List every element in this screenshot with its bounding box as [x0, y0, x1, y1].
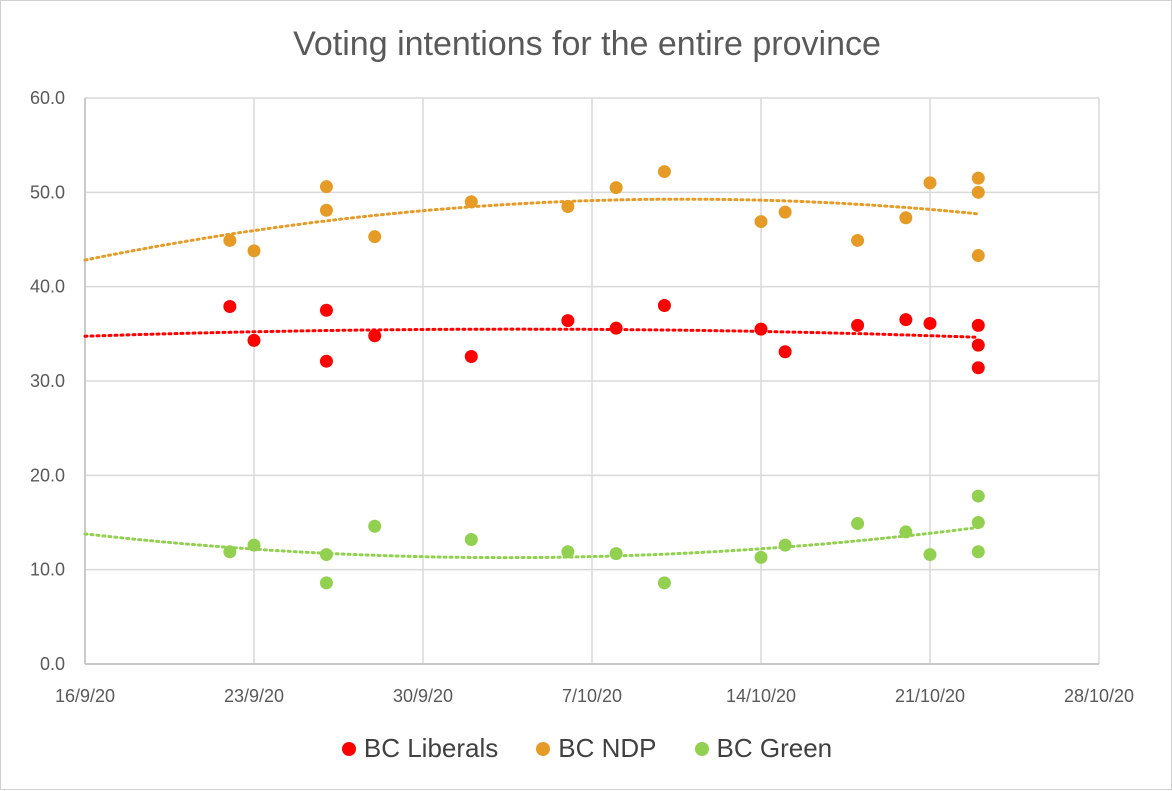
- data-point: [923, 316, 937, 330]
- legend-item: BC Green: [694, 733, 833, 764]
- x-tick-label: 28/10/20: [1064, 686, 1134, 706]
- data-point: [971, 171, 985, 185]
- gridlines: [84, 97, 1100, 665]
- x-tick-label: 7/10/20: [562, 686, 622, 706]
- data-point: [754, 322, 768, 336]
- legend-label: BC Green: [716, 733, 833, 763]
- data-point: [851, 318, 865, 332]
- axes: 0.0 10.0 20.0 30.0 40.0 50.0 60.0 16/9/20 23/9/2…: [30, 88, 1134, 706]
- legend-item: BC NDP: [536, 733, 657, 764]
- data-point: [319, 548, 333, 562]
- y-tick-label: 50.0: [30, 182, 65, 202]
- data-point: [368, 519, 382, 533]
- y-tick-label: 20.0: [30, 465, 65, 485]
- y-tick-label: 60.0: [30, 88, 65, 108]
- data-point: [899, 525, 913, 539]
- data-point: [223, 299, 237, 313]
- data-point: [778, 345, 792, 359]
- data-point: [754, 550, 768, 564]
- chart-title: Voting intentions for the entire provinc…: [293, 25, 881, 63]
- data-point: [464, 195, 478, 209]
- data-point: [657, 165, 671, 179]
- data-point: [923, 548, 937, 562]
- legend-label: BC NDP: [558, 733, 657, 763]
- data-point: [319, 180, 333, 194]
- data-point: [319, 354, 333, 368]
- data-point: [247, 538, 261, 552]
- trendlines: [83, 197, 980, 560]
- data-point: [319, 303, 333, 317]
- data-point: [851, 233, 865, 247]
- data-point: [899, 313, 913, 327]
- trendline: [83, 525, 980, 560]
- y-tick-label: 40.0: [30, 277, 65, 297]
- y-tick-label: 0.0: [40, 654, 65, 674]
- legend-marker: [536, 741, 551, 756]
- data-point: [657, 299, 671, 313]
- data-point: [223, 233, 237, 247]
- data-point: [971, 338, 985, 352]
- x-tick-label: 16/9/20: [55, 686, 115, 706]
- data-point: [971, 361, 985, 375]
- data-point: [754, 215, 768, 229]
- trendline: [83, 327, 980, 339]
- legend-marker: [341, 741, 356, 756]
- y-tick-label: 10.0: [30, 560, 65, 580]
- data-point: [561, 199, 575, 213]
- data-point: [971, 318, 985, 332]
- data-point: [561, 314, 575, 328]
- x-tick-label: 30/9/20: [393, 686, 453, 706]
- legend-marker: [694, 741, 709, 756]
- data-point: [464, 349, 478, 363]
- x-tick-label: 21/10/20: [895, 686, 965, 706]
- data-point: [561, 545, 575, 559]
- data-point: [609, 181, 623, 195]
- data-points: [223, 165, 985, 590]
- data-point: [247, 333, 261, 347]
- data-point: [971, 249, 985, 263]
- data-point: [319, 203, 333, 217]
- data-point: [223, 545, 237, 559]
- data-point: [464, 532, 478, 546]
- x-tick-label: 14/10/20: [726, 686, 796, 706]
- legend-label: BC Liberals: [363, 733, 499, 763]
- data-point: [778, 538, 792, 552]
- data-point: [923, 176, 937, 190]
- data-point: [368, 230, 382, 244]
- data-point: [319, 576, 333, 590]
- trendline: [83, 197, 980, 262]
- data-point: [971, 516, 985, 529]
- y-tick-label: 30.0: [30, 371, 65, 391]
- data-point: [971, 545, 985, 559]
- data-point: [778, 205, 792, 219]
- data-point: [971, 489, 985, 503]
- data-point: [657, 576, 671, 590]
- data-point: [971, 185, 985, 199]
- data-point: [851, 516, 865, 530]
- legend-item: BC Liberals: [341, 733, 499, 764]
- data-point: [609, 321, 623, 335]
- data-point: [609, 547, 623, 561]
- legend: BC Liberals BC NDP BC Green: [1, 733, 1172, 764]
- data-point: [899, 211, 913, 225]
- data-point: [368, 329, 382, 343]
- x-tick-label: 23/9/20: [224, 686, 284, 706]
- data-point: [247, 244, 261, 258]
